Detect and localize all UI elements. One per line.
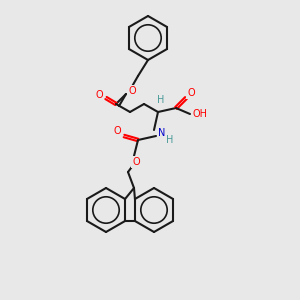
Text: OH: OH bbox=[193, 109, 208, 119]
Text: O: O bbox=[132, 157, 140, 167]
Text: H: H bbox=[166, 135, 174, 145]
Text: O: O bbox=[113, 126, 121, 136]
Text: N: N bbox=[158, 128, 166, 138]
Text: O: O bbox=[128, 86, 136, 96]
Text: H: H bbox=[157, 95, 165, 105]
Text: O: O bbox=[95, 90, 103, 100]
Text: O: O bbox=[187, 88, 195, 98]
